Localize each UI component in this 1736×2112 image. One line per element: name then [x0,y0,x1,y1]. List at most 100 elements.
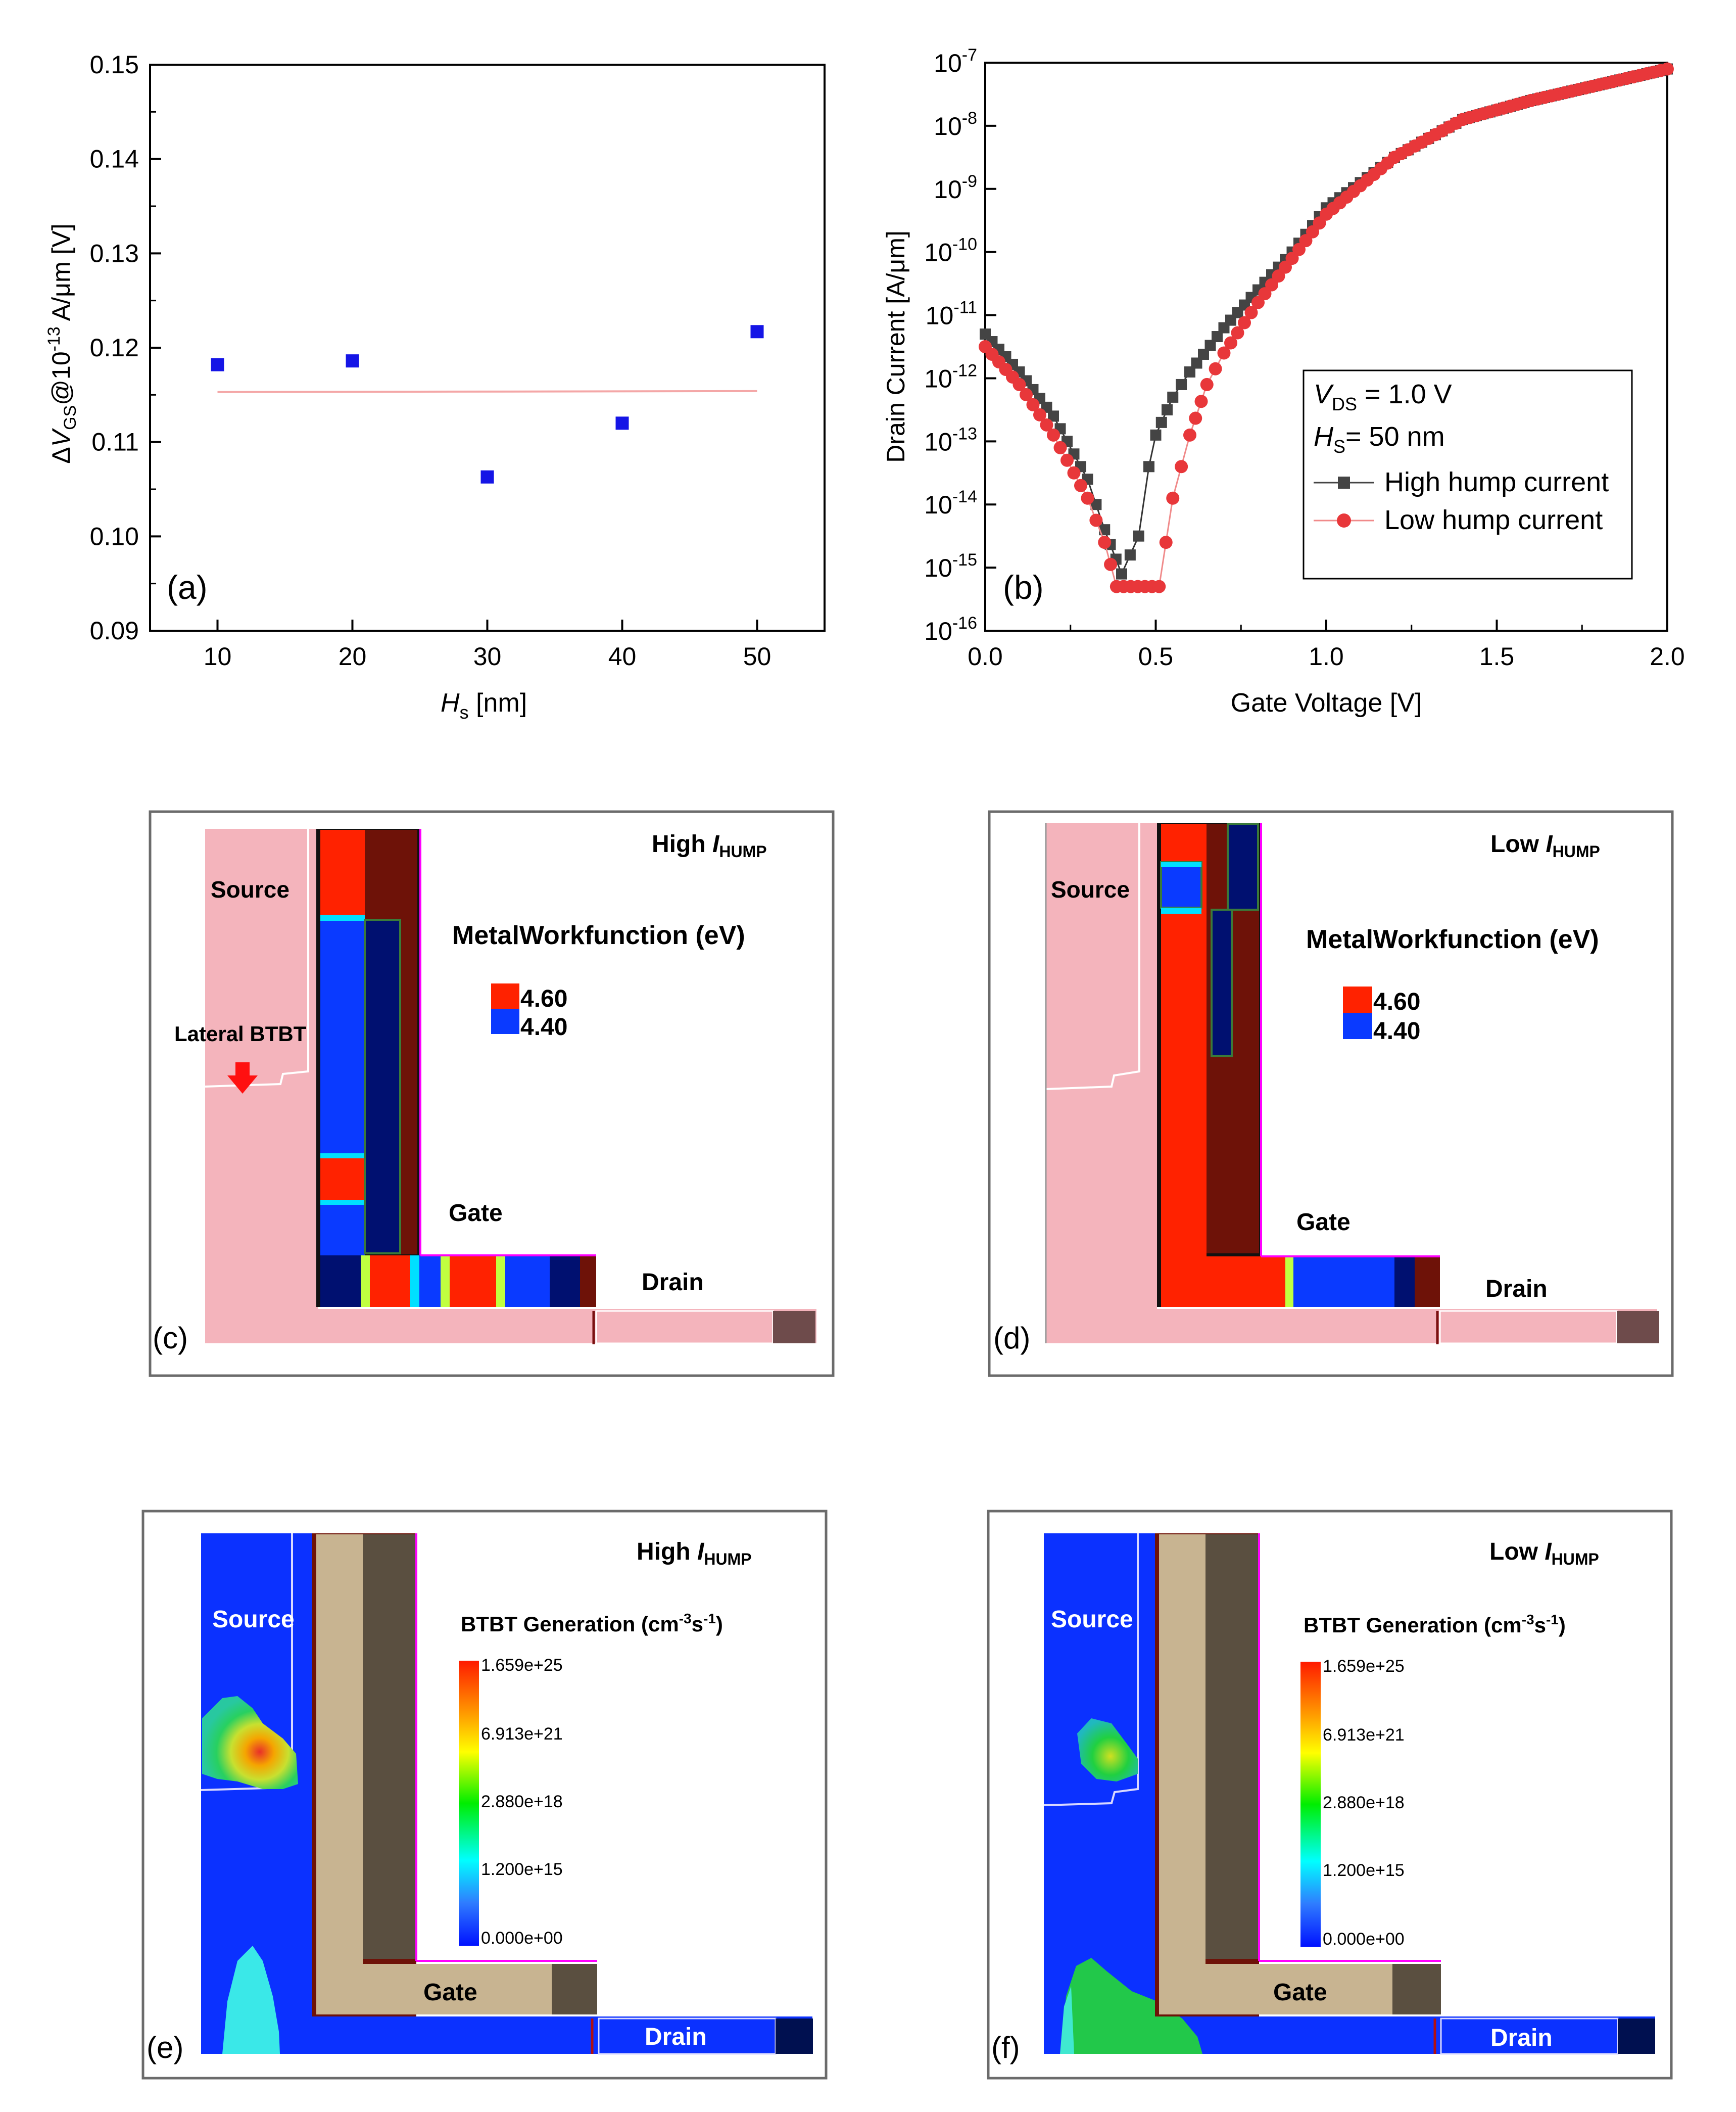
panel-e-colorbar [459,1661,479,1946]
panel-b-point-low [1251,296,1265,309]
panel-b-point-low [1026,398,1040,411]
panel-f-drain-contact [1618,2019,1655,2054]
panel-b-point-low [1089,513,1103,527]
panel-e-gate-vertical [316,1534,363,1964]
panel-a-ticks: 10 20 30 40 50 0.09 0.10 0.11 0.12 0.13 0.14 0.15 [90,51,771,671]
panel-b-xtick-label: 2.0 [1650,642,1685,671]
panel-e-btbt-hotspot-corner [222,1946,280,2054]
panel-b-point-low [1209,362,1222,376]
panel-d-label: (d) [993,1321,1030,1355]
panel-b-point-low [1272,269,1285,283]
panel-a-data-point [480,470,494,484]
panel-b-point-low [1244,306,1258,319]
panel-e-source-label: Source [212,1606,295,1633]
panel-d-gate-cyan-1 [1161,862,1201,867]
panel-e-btbt-hotspot-source [202,1696,298,1789]
panel-b-point-low [1258,287,1272,301]
panel-b-point-high [1162,404,1173,415]
panel-c-label: (c) [153,1321,188,1355]
panel-b-point-low [1047,428,1060,442]
panel-c-gate-h-red-1 [370,1255,410,1307]
panel-b-point-low [1040,418,1053,432]
panel-b-point-low [1285,252,1299,265]
panel-b-point-low [1292,243,1306,256]
panel-a-ytick-label: 0.10 [90,522,139,550]
panel-f-gate-oxide [1205,1534,1258,1959]
panel-b-point-low [1313,216,1326,230]
panel-c-junction-line [205,829,309,1088]
panel-a-data-point [211,358,224,371]
panel-b-xtick-label: 0.0 [968,642,1003,671]
panel-b-point-low [1306,225,1319,239]
panel-b-xlabel: Gate Voltage [V] [1231,688,1422,718]
panel-f-scale-3: 2.880e+18 [1323,1793,1405,1812]
panel-c-drain-contact [773,1311,815,1343]
panel-f-btbt-hotspot-corner [1061,1958,1202,2054]
panel-a-xtick-label: 10 [204,642,232,671]
panel-d-legend-swatch-blue [1343,1013,1372,1039]
panel-d-drain-contact [1617,1311,1659,1343]
panel-d-junction-line [1045,823,1140,1090]
panel-d-gate-label: Gate [1296,1209,1351,1236]
panel-e-scale-1: 1.659e+25 [481,1656,563,1675]
panel-e-drain-box [598,2017,777,2055]
panel-b-point-low [1053,441,1067,454]
panel-a-xtick-label: 30 [473,642,502,671]
panel-b-chart: 0.0 0.5 1.0 1.5 2.0 10-7 10-8 10-9 10-10 10-11 10-… [882,45,1685,718]
panel-c-gate-h-red-2 [450,1255,496,1307]
panel-d-gate-h-cyan [1285,1256,1293,1307]
panel-a-label: (a) [167,569,208,606]
panel-c-gate-h-cyan-4 [496,1255,505,1307]
panel-a-xtick-label: 20 [339,642,367,671]
panel-b-point-low [1020,388,1033,401]
panel-f-scale-5: 0.000e+00 [1323,1930,1405,1949]
panel-f-scale-1: 1.659e+25 [1323,1657,1405,1676]
legend-marker-low [1337,513,1351,528]
panel-b-ytick-label: 10-13 [924,424,977,456]
panel-e-title: High IHUMP [637,1538,752,1568]
panel-b-point-low [1098,536,1112,549]
panel-b-point-high [1116,568,1127,580]
panel-b-ytick-label: 10-16 [924,614,977,645]
panel-b-point-low [1074,479,1087,492]
panel-f-scale-4: 1.200e+15 [1323,1861,1405,1880]
panel-d-gate-h-blue [1293,1256,1394,1307]
panel-b-ticks: 0.0 0.5 1.0 1.5 2.0 10-7 10-8 10-9 10-10 10-11 10-… [924,45,1685,671]
panel-b-point-high [1133,530,1144,542]
panel-c-legend-value-1: 4.60 [520,985,567,1012]
panel-f-gate-h-end [1392,1964,1441,2014]
panel-b-point-low [1279,260,1292,274]
panel-c-gate-cyan-2 [320,1153,365,1158]
panel-c-legend-value-2: 4.40 [520,1014,567,1041]
panel-b-point-low [1033,408,1046,421]
panel-d-gate-cyan-2 [1161,908,1201,914]
panel-b-point-low [1200,378,1214,391]
panel-c-legend-swatch-blue [491,1009,519,1034]
panel-e-legend-title: BTBT Generation (cm-3s-1) [461,1611,723,1636]
legend-entry-low: Low hump current [1384,505,1603,535]
panel-f-scale-2: 6.913e+21 [1323,1725,1405,1745]
panel-b-point-low [1265,278,1278,292]
panel-b-point-low [1152,580,1166,593]
panel-b-xtick-label: 1.0 [1309,642,1344,671]
panel-c-source-label: Source [211,876,290,903]
panel-f-junction-line [1043,1533,1139,1806]
panel-e-scale-3: 2.880e+18 [481,1792,563,1811]
panel-c-drain-label: Drain [642,1269,704,1296]
panel-e-scale-4: 1.200e+15 [481,1860,563,1879]
panel-d-workfunction-map: Low IHUMP Source MetalWorkfunction (eV) … [988,810,1674,1377]
panel-d-gate-h-navy [1394,1256,1415,1307]
panel-b-point-high [1048,410,1059,422]
panel-b-ylabel: Drain Current [A/μm] [882,230,910,462]
panel-b-point-high [1167,391,1179,403]
panel-b-point-high [1124,549,1136,561]
panel-a-marks [211,325,764,484]
panel-b-point-high [1099,524,1111,536]
panel-e-label: (e) [147,2031,183,2064]
panel-f-colorbar [1300,1662,1321,1947]
panel-b-point-high [1184,366,1195,378]
panel-b-point-low [1194,395,1208,408]
panel-b-point-low [1012,378,1026,391]
panel-f-title: Low IHUMP [1489,1538,1599,1568]
panel-d-gate-h-end [1415,1256,1440,1307]
